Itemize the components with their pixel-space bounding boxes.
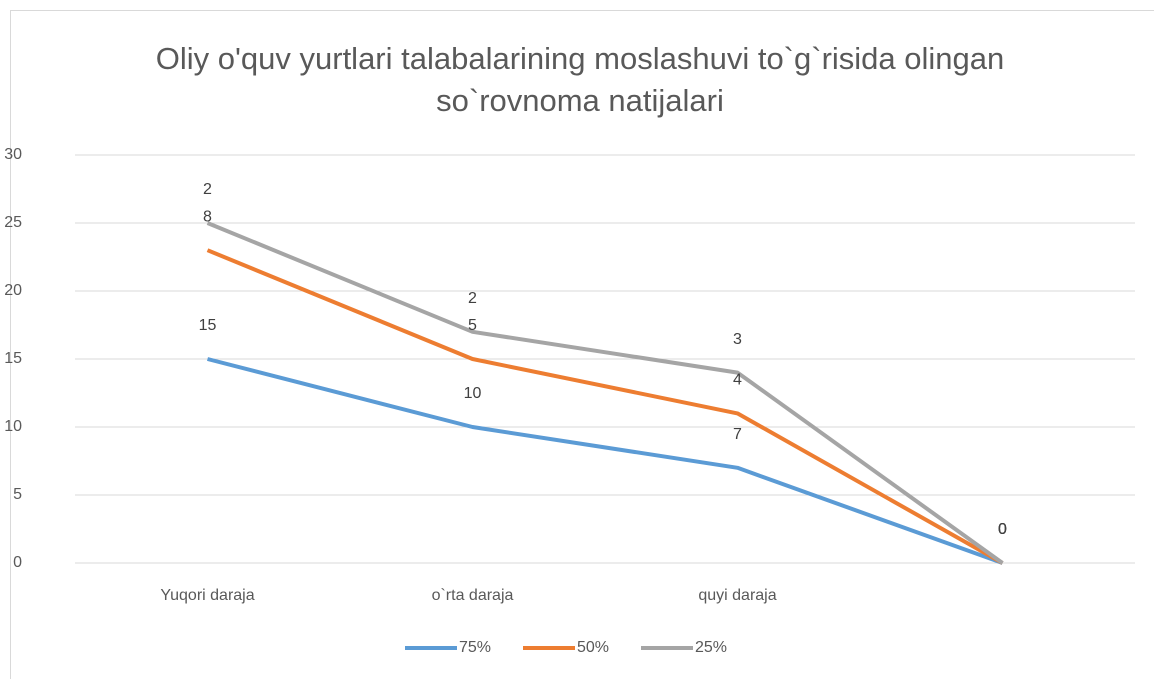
y-tick-label: 30 [4,146,22,163]
data-label: 2 [468,290,477,307]
y-tick-label: 0 [13,554,22,571]
data-label: 10 [464,385,482,402]
data-label: 2 [203,181,212,198]
chart-border [10,10,1154,679]
y-tick-label: 5 [13,486,22,503]
y-tick-label: 10 [4,418,22,435]
data-label: 15 [199,317,217,334]
data-label: 7 [733,426,742,443]
chart-title: Oliy o'quv yurtlari talabalarining mosla… [155,41,1005,118]
data-label: 4 [733,372,742,389]
y-tick-label: 20 [4,282,22,299]
data-label: 0 [998,521,1007,538]
x-tick-label: quyi daraja [698,587,776,604]
x-tick-label: o`rta daraja [432,587,514,604]
line-series [206,248,1004,565]
data-label: 5 [468,317,477,334]
data-label: 3 [733,331,742,348]
x-tick-label: Yuqori daraja [160,587,254,604]
legend-label: 50% [577,639,609,656]
data-label: 0 [998,521,1007,538]
y-tick-label: 15 [4,350,22,367]
line-series [207,357,1004,565]
data-label: 0 [998,521,1007,538]
legend-label: 25% [695,639,727,656]
legend-label: 75% [459,639,491,656]
y-tick-label: 25 [4,214,22,231]
line-series [206,221,1004,565]
data-label: 8 [203,208,212,225]
